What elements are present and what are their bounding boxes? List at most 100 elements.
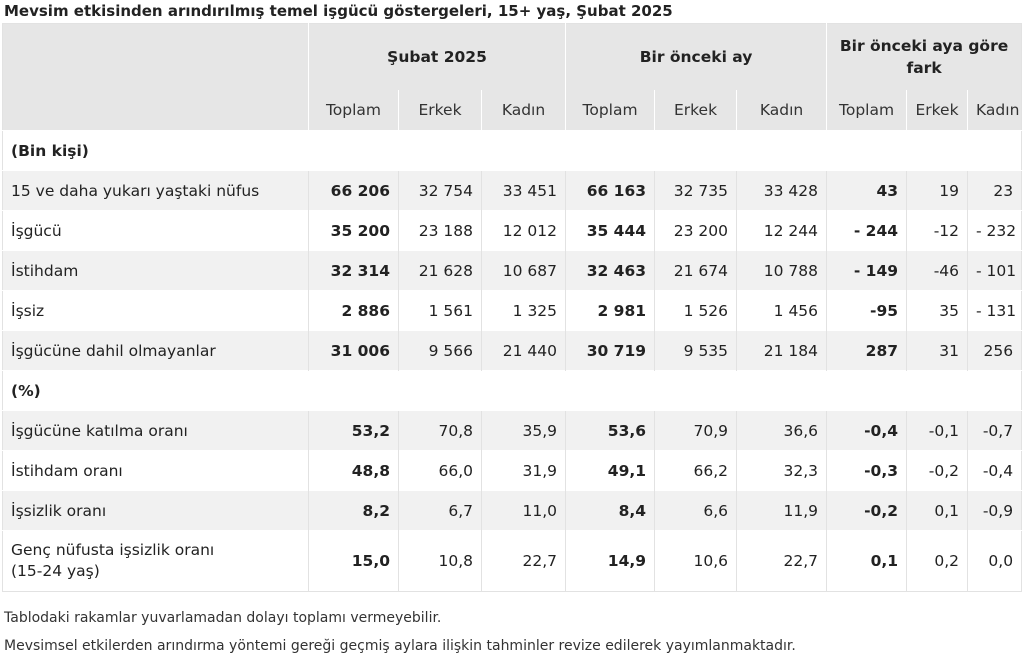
section-label-count: (Bin kişi) xyxy=(2,130,1022,171)
empty-corner-cell xyxy=(3,24,309,91)
value-cell: -0,2 xyxy=(826,490,907,531)
value-cell: 32,3 xyxy=(736,450,827,491)
group-header-current: Şubat 2025 xyxy=(307,23,566,90)
row-label-line: Genç nüfusta işsizlik oranı xyxy=(11,541,215,559)
value-cell: 9 535 xyxy=(654,330,737,371)
value-cell: 22,7 xyxy=(736,530,827,592)
value-cell: 23 xyxy=(967,170,1022,211)
value-cell: -12 xyxy=(906,210,968,251)
value-cell: -0,2 xyxy=(906,450,968,491)
value-cell: 19 xyxy=(906,170,968,211)
group-header-previous: Bir önceki ay xyxy=(565,23,827,90)
value-cell: 8,2 xyxy=(308,490,399,531)
value-cell: 287 xyxy=(826,330,907,371)
value-cell: 31,9 xyxy=(480,450,566,491)
value-cell: -0,7 xyxy=(967,410,1022,451)
table-row: İşgücüne dahil olmayanlar 31 006 9 566 21 4… xyxy=(2,330,1022,371)
value-cell: 32 314 xyxy=(308,250,399,291)
value-cell: 14,9 xyxy=(565,530,655,592)
value-cell: 1 561 xyxy=(398,290,482,331)
table-title: Mevsim etkisinden arındırılmış temel işg… xyxy=(4,2,673,20)
value-cell: 15,0 xyxy=(308,530,399,592)
value-cell: 53,2 xyxy=(308,410,399,451)
value-cell: 31 006 xyxy=(308,330,399,371)
value-cell: 32 754 xyxy=(398,170,482,211)
subheader-total: Toplam xyxy=(565,90,655,131)
value-cell: 1 526 xyxy=(654,290,737,331)
value-cell: 21 674 xyxy=(654,250,737,291)
subheader-male: Erkek xyxy=(398,90,482,131)
value-cell: 49,1 xyxy=(565,450,655,491)
value-cell: 2 886 xyxy=(308,290,399,331)
value-cell: 30 719 xyxy=(565,330,655,371)
row-label: İşgücüne dahil olmayanlar xyxy=(2,330,309,371)
value-cell: - 131 xyxy=(967,290,1022,331)
value-cell: 256 xyxy=(967,330,1022,371)
value-cell: 10,8 xyxy=(398,530,482,592)
row-label: İstihdam oranı xyxy=(2,450,309,491)
value-cell: -0,1 xyxy=(906,410,968,451)
value-cell: 33 428 xyxy=(736,170,827,211)
row-label: 15 ve daha yukarı yaştaki nüfus xyxy=(2,170,309,211)
sub-header-row: Toplam Erkek Kadın Toplam Erkek Kadın To… xyxy=(2,90,1022,131)
value-cell: 10 687 xyxy=(480,250,566,291)
value-cell: -0,3 xyxy=(826,450,907,491)
table-row: İşsizlik oranı 8,2 6,7 11,0 8,4 6,6 11,9 -0,2 0,… xyxy=(2,490,1022,531)
subheader-female: Kadın xyxy=(967,90,1022,131)
value-cell: 66,2 xyxy=(654,450,737,491)
value-cell: - 101 xyxy=(967,250,1022,291)
value-cell: 21 628 xyxy=(398,250,482,291)
footnote: Tablodaki rakamlar yuvarlamadan dolayı t… xyxy=(4,610,442,626)
value-cell: 1 456 xyxy=(736,290,827,331)
value-cell: 0,0 xyxy=(967,530,1022,592)
value-cell: 12 012 xyxy=(480,210,566,251)
value-cell: -0,9 xyxy=(967,490,1022,531)
value-cell: 23 188 xyxy=(398,210,482,251)
value-cell: 70,8 xyxy=(398,410,482,451)
value-cell: 0,1 xyxy=(826,530,907,592)
value-cell: 10,6 xyxy=(654,530,737,592)
value-cell: - 244 xyxy=(826,210,907,251)
table-row: İstihdam 32 314 21 628 10 687 32 463 21 674 10… xyxy=(2,250,1022,291)
row-label-line: (15-24 yaş) xyxy=(11,562,100,580)
value-cell: 6,7 xyxy=(398,490,482,531)
value-cell: 21 184 xyxy=(736,330,827,371)
table-row: İstihdam oranı 48,8 66,0 31,9 49,1 66,2 32,3 -0… xyxy=(2,450,1022,491)
section-row: (Bin kişi) xyxy=(2,130,1022,171)
value-cell: 66 163 xyxy=(565,170,655,211)
value-cell: 9 566 xyxy=(398,330,482,371)
value-cell: 11,9 xyxy=(736,490,827,531)
footnote: Mevsimsel etkilerden arındırma yöntemi g… xyxy=(4,638,796,654)
value-cell: 32 735 xyxy=(654,170,737,211)
value-cell: -46 xyxy=(906,250,968,291)
row-label: İşgücüne katılma oranı xyxy=(2,410,309,451)
value-cell: - 149 xyxy=(826,250,907,291)
value-cell: 0,2 xyxy=(906,530,968,592)
value-cell: 70,9 xyxy=(654,410,737,451)
table-row: İşgücüne katılma oranı 53,2 70,8 35,9 53,6 70… xyxy=(2,410,1022,451)
subheader-male: Erkek xyxy=(654,90,737,131)
empty-corner-cell xyxy=(3,90,309,131)
value-cell: 1 325 xyxy=(480,290,566,331)
row-label: İşgücü xyxy=(2,210,309,251)
labor-indicators-table: Şubat 2025 Bir önceki ay Bir önceki aya … xyxy=(2,23,1023,592)
table-row: Genç nüfusta işsizlik oranı (15-24 yaş) 15… xyxy=(2,530,1022,592)
value-cell: 53,6 xyxy=(565,410,655,451)
value-cell: 10 788 xyxy=(736,250,827,291)
value-cell: 0,1 xyxy=(906,490,968,531)
row-label: Genç nüfusta işsizlik oranı (15-24 yaş) xyxy=(2,530,309,592)
value-cell: 6,6 xyxy=(654,490,737,531)
value-cell: 36,6 xyxy=(736,410,827,451)
group-header-difference: Bir önceki aya göre fark xyxy=(826,23,1022,90)
value-cell: -0,4 xyxy=(826,410,907,451)
value-cell: 8,4 xyxy=(565,490,655,531)
value-cell: 33 451 xyxy=(480,170,566,211)
value-cell: 66 206 xyxy=(308,170,399,211)
subheader-female: Kadın xyxy=(736,90,827,131)
value-cell: 2 981 xyxy=(565,290,655,331)
table-row: İşsiz 2 886 1 561 1 325 2 981 1 526 1 456 -95 35… xyxy=(2,290,1022,331)
value-cell: 66,0 xyxy=(398,450,482,491)
value-cell: 31 xyxy=(906,330,968,371)
value-cell: 32 463 xyxy=(565,250,655,291)
subheader-male: Erkek xyxy=(906,90,968,131)
